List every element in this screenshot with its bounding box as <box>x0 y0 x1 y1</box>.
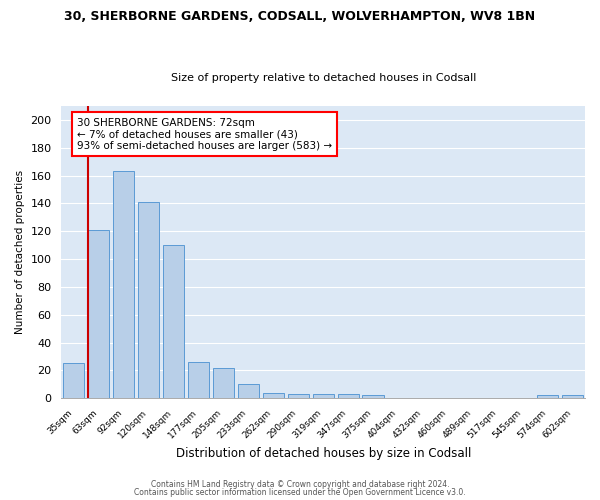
Text: Contains public sector information licensed under the Open Government Licence v3: Contains public sector information licen… <box>134 488 466 497</box>
Text: 30, SHERBORNE GARDENS, CODSALL, WOLVERHAMPTON, WV8 1BN: 30, SHERBORNE GARDENS, CODSALL, WOLVERHA… <box>64 10 536 23</box>
Bar <box>213 368 234 398</box>
Title: Size of property relative to detached houses in Codsall: Size of property relative to detached ho… <box>170 73 476 83</box>
Bar <box>238 384 259 398</box>
Bar <box>63 364 85 398</box>
Bar <box>263 392 284 398</box>
Bar <box>362 396 383 398</box>
Bar <box>113 172 134 398</box>
Bar <box>537 396 558 398</box>
Bar <box>188 362 209 398</box>
Text: Contains HM Land Registry data © Crown copyright and database right 2024.: Contains HM Land Registry data © Crown c… <box>151 480 449 489</box>
Text: 30 SHERBORNE GARDENS: 72sqm
← 7% of detached houses are smaller (43)
93% of semi: 30 SHERBORNE GARDENS: 72sqm ← 7% of deta… <box>77 118 332 151</box>
Y-axis label: Number of detached properties: Number of detached properties <box>15 170 25 334</box>
Bar <box>562 396 583 398</box>
X-axis label: Distribution of detached houses by size in Codsall: Distribution of detached houses by size … <box>176 447 471 460</box>
Bar <box>287 394 309 398</box>
Bar <box>338 394 359 398</box>
Bar <box>313 394 334 398</box>
Bar <box>163 245 184 398</box>
Bar <box>138 202 159 398</box>
Bar <box>88 230 109 398</box>
